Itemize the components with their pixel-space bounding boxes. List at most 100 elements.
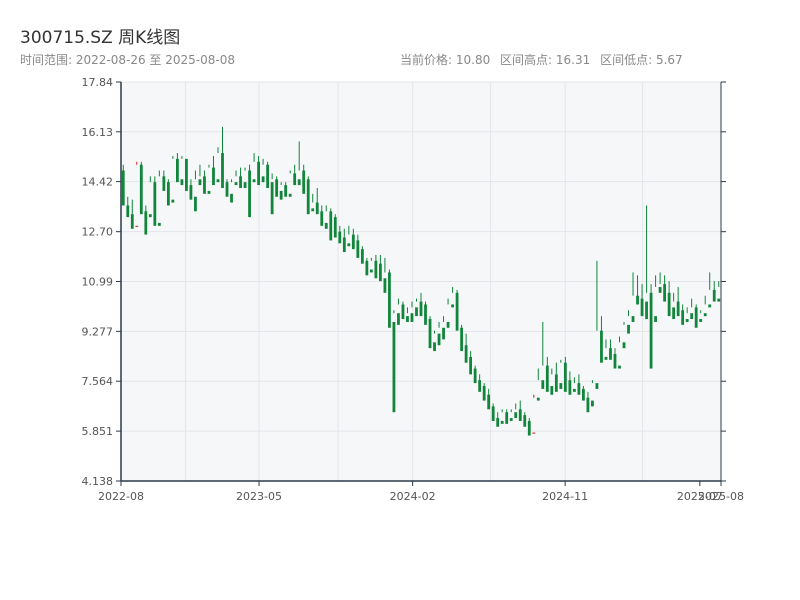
candle-body [144,211,148,235]
candle [320,205,324,226]
candle-body [194,196,197,212]
candle-body [419,301,423,317]
candle [685,307,689,322]
candle-body [297,179,301,186]
candle [518,400,522,421]
candle [130,199,134,229]
candle [406,307,409,322]
candle [708,272,712,308]
candle-body [270,182,274,215]
candle-body [455,292,459,331]
candle-body [207,190,211,194]
candle-body [157,222,161,226]
candle [649,284,653,369]
range-low: 区间低点: 5.67 [600,53,683,67]
y-tick-label: 9.277 [82,325,114,338]
candle-body [315,202,319,215]
candle [717,281,721,302]
candle [658,272,662,293]
candle [424,301,427,325]
candle-body [230,193,233,203]
candle-body [198,179,202,186]
candle-body [482,386,486,401]
candle-body [464,345,468,363]
candle-body [491,406,495,421]
candle [613,348,617,369]
candle [275,176,279,197]
candle [496,412,500,427]
candle [157,170,161,226]
candle-body [243,182,247,188]
candle-body [559,383,563,389]
candle [600,316,603,363]
candle-body [694,307,698,328]
x-tick-label: 2023-05 [236,490,282,503]
candle-body [121,170,125,206]
candle-body [383,278,387,293]
candle [126,196,130,218]
candle [415,298,418,317]
candle [523,412,527,427]
axes: 4.138 5.851 7.564 9.277 10.99 12.70 14.42 16.13… [82,76,744,503]
candle-body [252,179,256,183]
candle-body [257,161,260,186]
candle-body [135,225,139,227]
candle-body [266,164,270,188]
candle [667,281,671,317]
candle [284,182,288,197]
y-tick-label: 10.99 [82,275,114,288]
chart-title: 300715.SZ 周K线图 [20,28,181,48]
candle [365,257,369,276]
candle [514,403,518,419]
candle [369,257,373,273]
candle [419,292,423,317]
x-tick-label: 2025-08 [698,490,744,503]
candle-body [329,211,333,241]
candle-body [442,327,445,340]
candle [622,321,626,349]
candle [545,356,549,392]
candle-body [478,380,482,392]
candle-body [374,260,378,279]
y-tick-label: 5.851 [82,425,114,438]
candle [681,304,685,325]
candle-body [342,237,346,253]
candle-body [523,415,527,427]
candle-body [672,307,676,320]
candle-body [645,301,648,320]
candle [464,333,468,363]
candle [451,287,454,308]
candle-body [609,348,612,360]
candle [645,205,648,320]
candle [166,179,170,206]
candle [478,374,482,392]
candle-body [189,185,193,200]
candle [595,260,599,389]
candle [563,356,567,392]
candle [401,301,405,320]
candle [550,368,554,395]
candle [676,287,680,317]
candle-body [166,182,170,206]
y-tick-label: 4.138 [82,475,114,488]
candle-body [221,153,224,188]
candle [243,167,247,188]
candle [703,295,707,317]
candle [257,155,260,186]
candle [397,298,400,325]
candle [446,298,450,328]
candle [207,164,211,194]
candle [329,208,333,241]
candle-body [712,289,716,302]
candle-body [406,316,409,322]
candle [379,254,382,282]
candle-body [148,214,152,218]
candle [609,339,612,360]
candle [672,292,676,320]
candle [460,324,463,352]
x-tick-label: 2024-11 [542,490,588,503]
candle [360,246,364,264]
candle-body [306,179,310,215]
candle [442,316,445,340]
candle-body [622,342,626,349]
